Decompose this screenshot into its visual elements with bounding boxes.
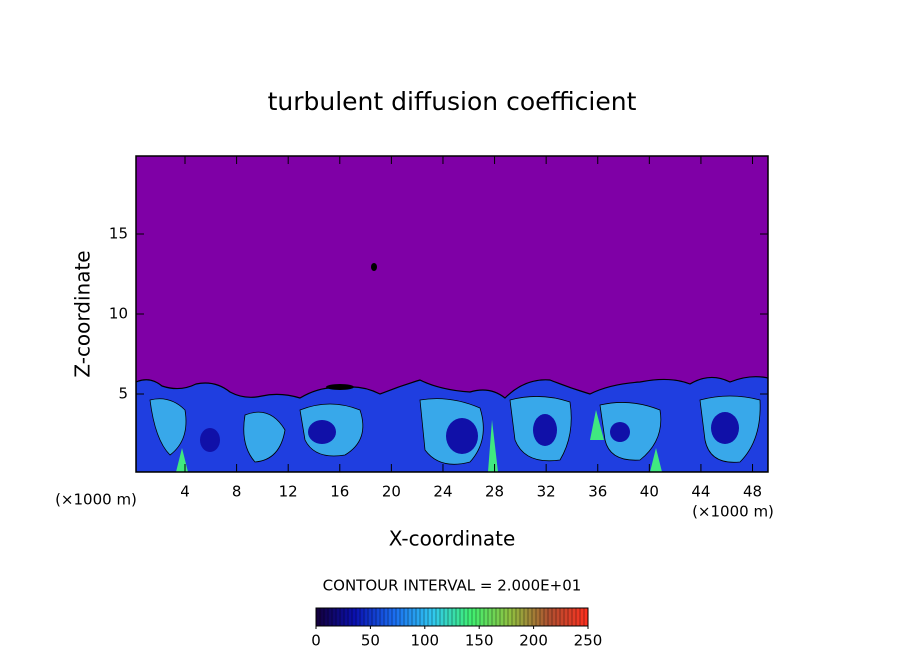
contour-spot <box>371 263 377 271</box>
dark-eddies <box>200 412 739 454</box>
x-unit-label: (×1000 m) <box>55 491 137 509</box>
x-tick-label: 4 <box>180 483 190 501</box>
x-tick-label: 12 <box>279 483 298 501</box>
colorbar-tick-label: 100 <box>410 632 439 650</box>
x-tick-label: 40 <box>640 483 659 501</box>
x-unit-label: (×1000 m) <box>692 503 774 521</box>
x-tick-label: 28 <box>485 483 504 501</box>
contour-interval: CONTOUR INTERVAL = 2.000E+01 <box>323 577 582 595</box>
x-tick-label: 8 <box>232 483 242 501</box>
x-tick-label: 48 <box>743 483 762 501</box>
x-tick-label: 44 <box>691 483 710 501</box>
contour-spot <box>326 384 354 390</box>
colorbar-tick-label: 0 <box>311 632 321 650</box>
x-tick-label: 32 <box>537 483 556 501</box>
chart-title: turbulent diffusion coefficient <box>268 87 637 116</box>
y-tick-label: 5 <box>118 385 128 403</box>
x-tick-label: 20 <box>382 483 401 501</box>
y-axis-title: Z-coordinate <box>71 250 95 377</box>
x-tick-label: 16 <box>330 483 349 501</box>
x-tick-label: 24 <box>433 483 452 501</box>
colorbar-tick-label: 50 <box>361 632 380 650</box>
y-tick-label: 10 <box>109 305 128 323</box>
colorbar-tick-label: 250 <box>574 632 603 650</box>
y-tick-label: 15 <box>109 225 128 243</box>
field <box>136 156 768 472</box>
colorbar-tick-label: 150 <box>465 632 494 650</box>
colorbar-tick-label: 200 <box>519 632 548 650</box>
x-axis-title: X-coordinate <box>389 527 516 551</box>
x-tick-label: 36 <box>588 483 607 501</box>
